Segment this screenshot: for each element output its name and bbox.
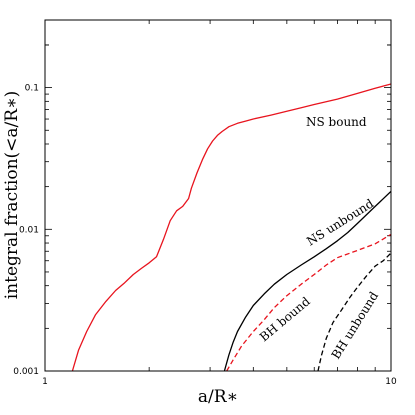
y-tick-label-0.01: 0.01: [19, 225, 39, 235]
y-axis-label: integral fraction(<a/R∗): [2, 91, 22, 300]
y-tick-label-0.1: 0.1: [25, 84, 39, 94]
curve-label-bh-unbound: BH unbound: [329, 289, 382, 362]
x-tick-label-1: 1: [42, 377, 48, 387]
y-tick-labels: 0.001 0.01 0.1: [13, 84, 39, 377]
y-tick-label-0.001: 0.001: [13, 367, 39, 377]
data-curves: [71, 83, 391, 371]
x-axis-label: a/R∗: [198, 387, 238, 407]
x-tick-labels: 1 10: [42, 377, 397, 387]
series-line-ns-unbound: [223, 190, 391, 371]
series-line-ns-bound: [71, 83, 391, 371]
curve-label-ns-bound: NS bound: [306, 115, 367, 129]
curve-label-ns-unbound: NS unbound: [304, 196, 376, 248]
plot-frame: [44, 19, 392, 372]
axis-ticks: [44, 19, 392, 372]
x-tick-label-10: 10: [385, 377, 397, 387]
series-line-bh-bound: [226, 233, 391, 371]
series-line-bh-unbound: [317, 252, 391, 371]
